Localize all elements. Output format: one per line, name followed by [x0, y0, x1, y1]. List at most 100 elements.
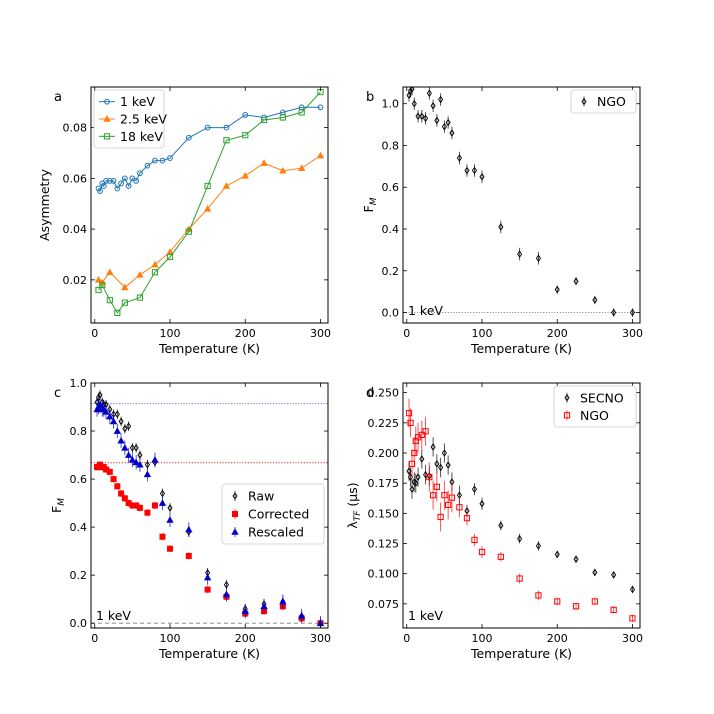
x-axis-label: Temperature (K): [470, 646, 572, 661]
data-point: [279, 114, 286, 121]
x-axis-label: Temperature (K): [470, 341, 572, 356]
y-tick-label: 0.4: [382, 223, 400, 236]
legend-marker: [231, 510, 238, 517]
data-point: [434, 460, 440, 468]
data-point: [498, 521, 504, 530]
data-point: [242, 132, 249, 139]
data-point: [144, 162, 151, 169]
data-point: [611, 571, 617, 579]
y-tick-label: 0.2: [70, 569, 88, 582]
data-point: [204, 586, 211, 593]
legend-marker: [232, 492, 238, 500]
x-tick-label: 200: [235, 632, 256, 645]
data-point: [409, 87, 415, 93]
data-point: [572, 603, 580, 610]
legend-marker: [231, 528, 239, 535]
data-point: [223, 137, 230, 144]
data-point: [118, 490, 125, 497]
data-point: [260, 602, 268, 610]
data-point: [573, 555, 579, 564]
x-tick-label: 200: [547, 327, 568, 340]
data-point: [241, 171, 249, 179]
x-tick-label: 0: [403, 632, 410, 645]
data-point: [185, 525, 193, 533]
data-point: [144, 509, 151, 516]
legend-label: SECNO: [580, 390, 624, 405]
legend-label: NGO: [580, 408, 609, 423]
data-point: [592, 568, 598, 577]
data-point: [121, 283, 129, 291]
data-point: [97, 188, 103, 194]
data-point: [407, 419, 414, 426]
legend-box: [93, 89, 165, 149]
data-point: [109, 417, 118, 425]
y-axis-label: Asymmetry: [37, 168, 52, 241]
data-point: [100, 183, 107, 189]
data-point: [113, 427, 122, 434]
data-point: [405, 410, 413, 417]
energy-annotation: 1 keV: [408, 303, 443, 318]
data-point: [166, 516, 174, 523]
data-point: [415, 112, 421, 121]
legend-box: [221, 483, 325, 545]
data-point: [242, 112, 249, 118]
data-point: [124, 451, 133, 458]
y-tick-label: 0.8: [70, 425, 88, 438]
legend: NGO: [570, 89, 637, 114]
data-point: [133, 444, 139, 452]
data-point: [516, 575, 523, 582]
axes-frame: [402, 382, 641, 629]
axes-frame: [90, 382, 329, 629]
data-point: [222, 182, 231, 189]
y-tick-label: 0.02: [63, 274, 88, 287]
panel-c: 0 100 200 300 0.0 0.2 0.4 0.6 0.8 1.0 Temperature …: [49, 377, 331, 661]
data-point: [441, 122, 447, 131]
data-point: [260, 116, 268, 124]
panel-label: c: [54, 386, 61, 401]
y-tick-label: 1.0: [382, 98, 400, 111]
data-point: [464, 166, 470, 175]
data-point: [445, 118, 451, 127]
data-point: [297, 612, 306, 619]
plot-area-a: [94, 88, 325, 316]
data-point: [438, 463, 444, 472]
data-point: [166, 545, 173, 552]
series-line: [98, 106, 321, 193]
data-point: [554, 550, 560, 559]
x-tick-label: 300: [622, 327, 643, 340]
y-tick-label: 0.0: [70, 617, 88, 630]
data-point: [316, 151, 325, 159]
x-tick-label: 300: [310, 632, 331, 645]
data-point: [203, 573, 212, 581]
data-point: [133, 177, 140, 184]
y-axis-label: FM: [49, 498, 67, 513]
data-point: [110, 177, 117, 184]
data-point: [204, 182, 211, 190]
data-point: [573, 277, 579, 286]
data-point: [159, 533, 166, 540]
data-point: [418, 431, 425, 438]
data-point: [423, 470, 429, 479]
y-tick-label: 0.075: [368, 598, 400, 611]
x-tick-label: 0: [91, 327, 98, 340]
data-point: [185, 552, 192, 559]
data-point: [629, 615, 636, 622]
data-point: [151, 260, 159, 268]
data-point: [106, 297, 113, 304]
data-point: [114, 309, 121, 316]
x-tick-label: 0: [403, 327, 410, 340]
data-point: [114, 185, 121, 192]
data-point: [445, 501, 452, 508]
data-point: [426, 89, 432, 98]
data-point: [152, 157, 158, 164]
data-point: [132, 458, 140, 466]
x-axis-label: Temperature (K): [158, 646, 260, 661]
data-point: [422, 428, 429, 435]
x-tick-label: 100: [160, 632, 181, 645]
data-point: [151, 502, 158, 509]
data-point: [409, 485, 415, 494]
data-point: [151, 269, 159, 276]
data-point: [114, 483, 121, 490]
data-point: [136, 460, 144, 468]
